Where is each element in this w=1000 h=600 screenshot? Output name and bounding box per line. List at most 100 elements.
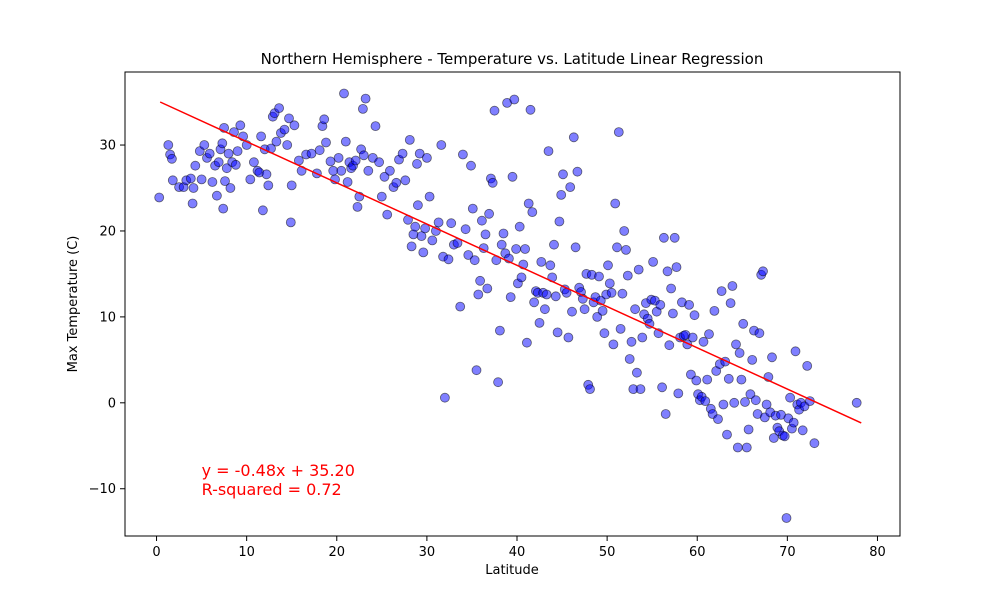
data-point	[306, 148, 317, 159]
data-point	[594, 271, 604, 282]
data-point	[702, 374, 713, 385]
data-point	[633, 264, 644, 275]
data-point	[511, 244, 521, 254]
y-tick-label: 10	[99, 310, 116, 325]
data-point	[314, 145, 325, 156]
data-point	[421, 152, 432, 163]
data-point	[516, 272, 527, 283]
data-point	[482, 283, 493, 294]
data-point	[336, 165, 347, 176]
data-point	[230, 159, 241, 170]
data-point	[768, 433, 779, 443]
data-point	[333, 152, 344, 163]
data-point	[731, 339, 741, 350]
data-point	[225, 183, 236, 193]
data-point	[662, 266, 673, 277]
data-point	[493, 377, 504, 388]
data-point	[207, 177, 218, 187]
y-tick-label: −10	[89, 482, 116, 497]
data-point	[741, 442, 752, 453]
data-point	[410, 221, 421, 232]
data-point	[494, 325, 505, 336]
data-point	[376, 191, 387, 202]
data-point	[475, 275, 486, 286]
data-point	[232, 146, 243, 157]
data-point	[621, 244, 631, 255]
data-point	[358, 150, 369, 161]
data-point	[790, 346, 801, 357]
data-point	[522, 337, 532, 348]
regression-line	[159, 101, 862, 424]
data-point	[666, 283, 676, 294]
data-point	[357, 104, 368, 114]
data-point	[223, 148, 234, 159]
data-point	[725, 298, 736, 309]
data-point	[463, 250, 474, 260]
data-point	[767, 352, 777, 363]
data-point	[612, 242, 622, 253]
data-point	[527, 207, 538, 218]
data-point	[455, 301, 466, 312]
data-point	[734, 348, 745, 358]
data-point	[599, 328, 610, 339]
data-point	[190, 160, 201, 171]
data-point	[167, 175, 178, 186]
x-tick-label: 30	[419, 545, 436, 560]
data-point	[256, 131, 267, 142]
data-point	[257, 205, 268, 216]
data-point	[671, 262, 682, 273]
regression-equation: y = -0.48x + 35.20	[202, 461, 355, 480]
data-point	[722, 429, 732, 440]
data-point	[716, 286, 727, 297]
data-point	[235, 120, 246, 131]
data-point	[424, 191, 435, 202]
data-point	[619, 226, 630, 236]
data-points	[154, 88, 862, 523]
x-axis-ticks: 0 10 20 30 40 50 60 70 80	[152, 536, 886, 560]
data-point	[263, 180, 274, 191]
data-point	[613, 127, 624, 138]
data-point	[556, 189, 567, 200]
data-point	[412, 158, 422, 169]
data-point	[384, 165, 395, 176]
data-point	[550, 291, 561, 302]
data-point	[473, 289, 484, 300]
data-point	[723, 373, 734, 384]
data-point	[154, 192, 165, 203]
data-point	[213, 157, 224, 168]
data-point	[698, 336, 709, 347]
data-point	[727, 281, 738, 291]
data-point	[747, 354, 758, 365]
data-point	[466, 160, 476, 171]
data-point	[370, 121, 381, 131]
data-point	[289, 120, 300, 131]
data-point	[687, 332, 698, 343]
data-point	[648, 256, 658, 267]
data-point	[684, 299, 694, 310]
data-point	[585, 384, 595, 395]
data-point	[704, 329, 714, 340]
data-point	[374, 157, 385, 168]
data-point	[211, 190, 222, 201]
data-point	[743, 424, 754, 435]
data-point	[657, 382, 667, 393]
data-point	[570, 242, 581, 253]
data-point	[540, 304, 550, 315]
data-point	[436, 140, 447, 150]
data-point	[579, 304, 590, 315]
data-point	[785, 392, 795, 403]
data-point	[261, 169, 272, 180]
data-point	[617, 288, 628, 299]
data-point	[187, 198, 198, 209]
data-point	[433, 217, 444, 228]
data-point	[788, 417, 799, 428]
data-point	[673, 388, 684, 399]
data-point	[604, 278, 615, 289]
data-point	[713, 414, 723, 425]
data-point	[382, 209, 393, 220]
x-axis-label: Latitude	[485, 563, 539, 578]
x-tick-label: 10	[238, 545, 255, 560]
data-point	[809, 438, 820, 449]
data-point	[520, 244, 530, 254]
data-point	[624, 354, 635, 364]
